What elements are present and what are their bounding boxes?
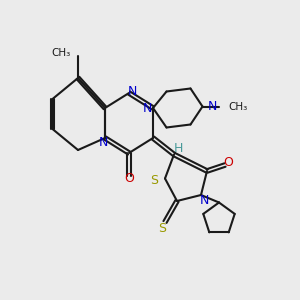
Text: O: O <box>124 172 134 185</box>
Text: N: N <box>99 136 108 149</box>
Text: CH₃: CH₃ <box>228 101 247 112</box>
Text: CH₃: CH₃ <box>51 47 70 58</box>
Text: N: N <box>127 85 137 98</box>
Text: S: S <box>158 221 166 235</box>
Text: H: H <box>174 142 183 155</box>
Text: N: N <box>208 100 217 113</box>
Text: S: S <box>150 173 158 187</box>
Text: N: N <box>199 194 209 208</box>
Text: O: O <box>223 155 233 169</box>
Text: N: N <box>143 101 152 115</box>
